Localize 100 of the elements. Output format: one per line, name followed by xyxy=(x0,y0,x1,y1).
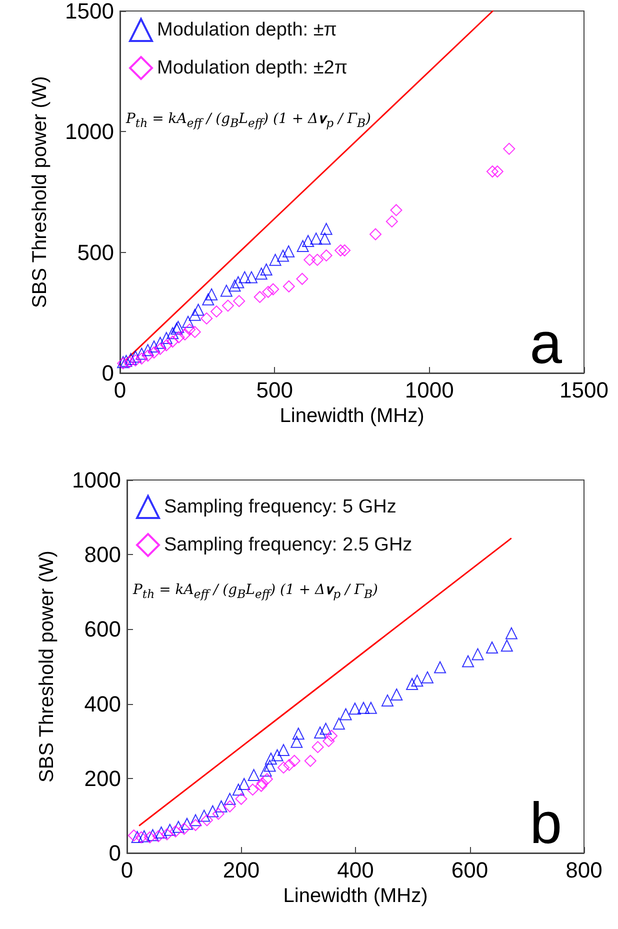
point xyxy=(267,283,280,296)
point xyxy=(144,831,156,844)
point xyxy=(406,678,418,690)
point xyxy=(364,702,377,714)
point xyxy=(224,792,236,805)
y-axis-title: SBS Threshold power (W) xyxy=(36,550,58,782)
point xyxy=(184,324,196,336)
y-tick-label: 200 xyxy=(84,766,121,791)
y-tick-label: 0 xyxy=(102,360,114,386)
x-tick-label: 1500 xyxy=(560,378,608,402)
point xyxy=(264,752,277,765)
point xyxy=(123,356,136,368)
point xyxy=(190,814,202,826)
point xyxy=(235,792,248,805)
point xyxy=(505,627,518,640)
y-tick-label: 1000 xyxy=(65,119,114,144)
point xyxy=(245,271,258,284)
point xyxy=(212,808,224,820)
point xyxy=(269,254,282,266)
point xyxy=(142,344,154,356)
point xyxy=(200,814,213,826)
point xyxy=(180,818,193,830)
point xyxy=(248,769,260,782)
point xyxy=(320,222,332,235)
point xyxy=(326,730,338,742)
point xyxy=(283,758,296,771)
point xyxy=(154,336,166,349)
point xyxy=(390,688,403,700)
legend-label: Sampling frequency: 5 GHz xyxy=(164,496,396,518)
y-tick-label: 500 xyxy=(77,240,114,265)
point xyxy=(296,240,309,252)
point xyxy=(170,825,182,838)
point xyxy=(260,773,273,786)
legend-label: Sampling frequency: 2.5 GHz xyxy=(164,534,412,556)
x-tick-label: 200 xyxy=(222,858,260,882)
point xyxy=(260,764,272,777)
point xyxy=(282,280,295,292)
point xyxy=(220,284,232,297)
point xyxy=(232,784,244,796)
point xyxy=(338,244,351,256)
point xyxy=(278,744,290,756)
y-tick-label: 800 xyxy=(84,542,121,568)
point xyxy=(233,295,246,308)
y-tick-label: 0 xyxy=(108,840,121,866)
point xyxy=(486,165,498,178)
point xyxy=(166,327,179,340)
point xyxy=(222,300,234,312)
point xyxy=(260,263,272,276)
point xyxy=(128,829,140,842)
point xyxy=(311,254,324,266)
point xyxy=(124,353,137,366)
y-tick-label: 1000 xyxy=(72,468,121,492)
point xyxy=(277,250,290,262)
y-tick-label: 400 xyxy=(84,691,121,716)
point xyxy=(129,350,142,363)
point xyxy=(322,735,335,748)
point xyxy=(334,244,347,256)
point xyxy=(238,778,250,790)
point xyxy=(129,354,142,366)
x-axis-title: Linewidth (MHz) xyxy=(283,884,428,907)
point xyxy=(320,722,332,735)
point xyxy=(190,819,202,832)
point xyxy=(120,354,132,367)
point xyxy=(304,754,316,767)
point xyxy=(182,316,194,328)
annotation: b xyxy=(530,790,562,857)
point xyxy=(462,655,474,668)
point xyxy=(292,728,304,740)
point xyxy=(357,702,370,714)
point xyxy=(282,245,295,258)
point xyxy=(262,286,274,298)
point xyxy=(210,305,223,318)
point xyxy=(138,830,150,842)
y-tick-label: 600 xyxy=(84,616,121,642)
point xyxy=(232,276,244,288)
legend-label: Modulation depth: ±2π xyxy=(157,58,348,78)
point xyxy=(198,810,210,822)
point xyxy=(136,352,148,365)
point xyxy=(178,328,191,340)
point xyxy=(271,749,284,762)
point xyxy=(302,234,314,247)
point xyxy=(142,350,154,362)
legend-label: Modulation depth: ±π xyxy=(157,20,337,40)
point xyxy=(188,308,201,321)
point xyxy=(148,346,160,358)
point xyxy=(192,304,204,316)
point xyxy=(255,268,268,280)
point xyxy=(152,830,164,842)
text: P$_{th}$ = kA$_{eff}$ / (g$_{B}$L$_{eff}$) (1 + Δ𝛎$_{p}$ / Γ$_{B}$) xyxy=(126,111,372,130)
point xyxy=(503,142,516,155)
point xyxy=(255,780,268,792)
point xyxy=(224,800,236,812)
x-axis-title: Linewidth (MHz) xyxy=(280,404,424,427)
point xyxy=(491,165,504,178)
point xyxy=(254,290,266,303)
point xyxy=(390,204,402,216)
point xyxy=(472,648,484,660)
point xyxy=(318,232,331,245)
point xyxy=(146,829,159,842)
point xyxy=(288,754,300,767)
